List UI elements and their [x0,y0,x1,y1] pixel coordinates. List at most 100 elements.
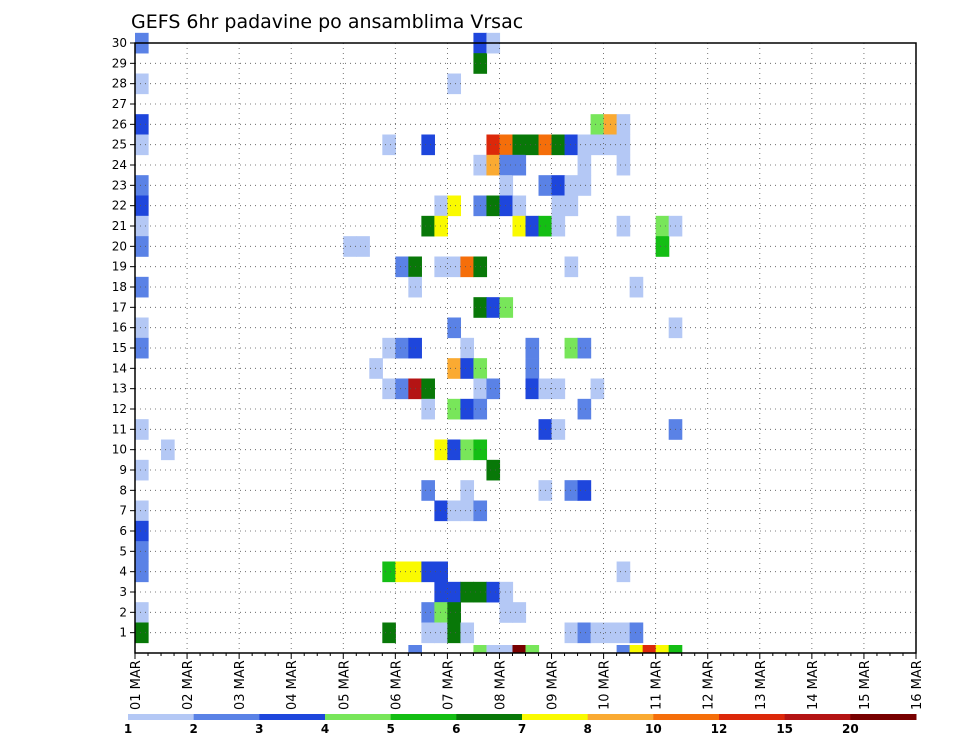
y-tick-label: 23 [112,178,127,192]
heatmap-cell [655,236,670,257]
heatmap-cell [434,256,448,278]
heatmap-cell [460,622,475,644]
heatmap-cell [551,134,566,156]
y-tick-label: 14 [112,361,127,375]
heatmap-cell [447,195,462,217]
heatmap-cell [434,561,448,583]
x-axis: 01 MAR 02 MAR 03 MAR 04 MAR 05 MAR 06 MAR 07 M… [129,653,925,710]
heatmap-cell [551,378,566,400]
heatmap-cell [525,378,540,400]
legend-label: 7 [518,722,526,736]
heatmap-cell [577,337,592,359]
heatmap-cell [629,645,644,654]
heatmap-cell [434,602,448,623]
heatmap-cell [486,645,501,654]
heatmap-cell [135,114,149,135]
legend-label: 2 [189,722,197,736]
legend-label: 8 [583,722,591,736]
legend-swatch [653,714,720,720]
heatmap-cell [460,439,475,461]
legend-swatch [193,714,260,720]
y-tick-label: 15 [112,341,127,355]
x-tick-label: 15 MAR [858,660,873,710]
heatmap-cell [499,154,514,176]
heatmap-cell [525,645,540,654]
heatmap-cell [512,134,527,156]
heatmap-cell [486,134,501,156]
heatmap-cell [577,398,592,420]
heatmap-cell [486,459,501,481]
heatmap-cell [616,215,631,237]
heatmap-cell [135,317,149,339]
legend-label: 12 [711,722,728,736]
heatmap-cell [382,337,396,359]
heatmap-cell [382,134,396,156]
heatmap-cell [564,256,579,278]
legend-swatch [522,714,589,720]
y-tick-label: 17 [112,300,127,314]
heatmap-cell [512,602,527,623]
heatmap-cell [629,276,644,298]
x-tick-label: 05 MAR [337,660,352,710]
x-tick-label: 07 MAR [441,660,456,710]
heatmap-cell [395,256,409,278]
heatmap-cell [382,561,396,583]
x-tick-label: 06 MAR [389,660,404,710]
heatmap-cell [577,154,592,176]
y-tick-label: 5 [119,544,127,558]
legend-swatch [719,714,786,720]
heatmap-cell [460,500,475,522]
heatmap-cell [135,134,149,156]
heatmap-cell [421,480,435,501]
y-tick-label: 28 [112,77,127,91]
legend-label: 20 [842,722,859,736]
heatmap-cell [421,215,435,237]
y-tick-label: 30 [112,36,127,50]
heatmap-cell [590,378,605,400]
x-tick-label: 09 MAR [546,660,561,710]
heatmap-cell [382,622,396,644]
heatmap-cell [512,195,527,217]
heatmap-cell [486,378,501,400]
y-tick-label: 26 [112,117,127,131]
heatmap-cell [499,134,514,156]
heatmap-cell [447,500,462,522]
heatmap-cell [434,500,448,522]
heatmap-cell [577,480,592,501]
heatmap-cell [447,581,462,603]
grid [135,42,916,653]
heatmap-cell [395,378,409,400]
heatmap-cell [486,195,501,217]
x-tick-label: 14 MAR [806,660,821,710]
x-tick-label: 10 MAR [598,660,613,710]
heatmap-cell [499,602,514,623]
heatmap-cell [525,134,540,156]
legend-swatch [850,714,917,720]
legend: 1 2 3 4 5 6 7 8 10 12 15 20 [124,714,917,736]
heatmap-cell [551,419,566,440]
heatmap-cell [421,561,435,583]
heatmap-cell [616,561,631,583]
heatmap-cell [460,581,475,603]
heatmap-cell [629,622,644,644]
y-tick-label: 22 [112,199,127,213]
y-tick-label: 24 [112,158,127,172]
y-tick-label: 12 [112,402,127,416]
y-tick-label: 19 [112,260,127,274]
heatmap-cell [590,134,605,156]
y-tick-label: 9 [119,463,127,477]
heatmap-cell [577,134,592,156]
heatmap-cell [135,236,149,257]
y-tick-label: 7 [119,504,127,518]
heatmap-cell [564,480,579,501]
heatmap-cell [161,439,175,461]
heatmap-cell [460,256,475,278]
y-tick-label: 29 [112,56,127,70]
heatmap-cell [499,581,514,603]
heatmap-cell [564,622,579,644]
heatmap-cell [525,337,540,359]
x-tick-label: 12 MAR [702,660,717,710]
x-tick-label: 08 MAR [493,660,508,710]
heatmap-cell [447,602,462,623]
heatmap-cell [512,154,527,176]
